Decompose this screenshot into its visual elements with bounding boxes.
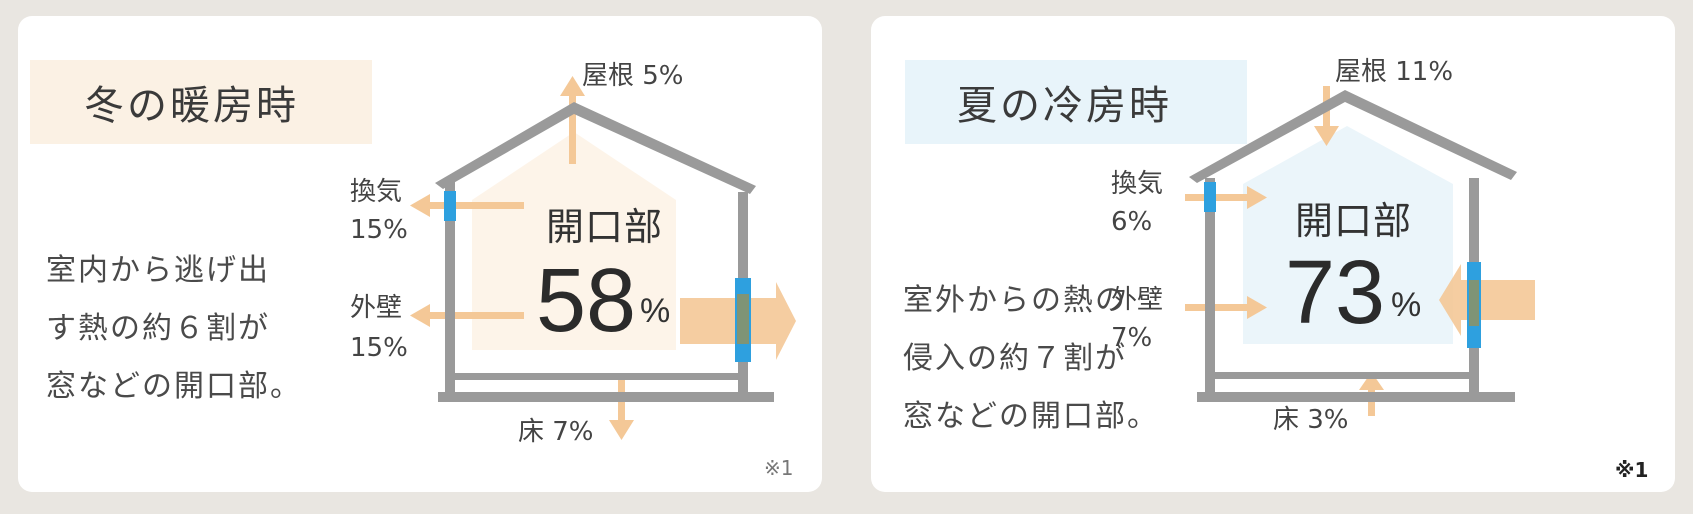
summer-percent-sign: % (1391, 286, 1422, 324)
summer-ground (1197, 392, 1515, 402)
winter-wall-value: 15% (350, 333, 408, 363)
summer-footnote: ※1 (1615, 458, 1649, 482)
winter-window-arrow (680, 282, 796, 360)
summer-wall-arrow (1185, 296, 1267, 319)
summer-floor-slab (1215, 372, 1469, 379)
summer-title: 夏の冷房時 (957, 83, 1172, 129)
winter-footnote: ※1 (764, 456, 794, 480)
winter-ground (438, 392, 774, 402)
summer-description-line: 窓などの開口部。 (903, 399, 1159, 434)
summer-roof-label: 屋根 11% (1335, 57, 1454, 87)
winter-house-interior (472, 132, 676, 350)
summer-title-box: 夏の冷房時 (905, 60, 1247, 144)
summer-ventilation-value: 6% (1111, 207, 1153, 237)
summer-description-line: 侵入の約７割が (903, 341, 1127, 376)
summer-window-glass (1469, 280, 1479, 326)
summer-description-line: 室外からの熱の (903, 283, 1127, 318)
summer-left-wall (1205, 178, 1215, 402)
summer-ventilation-name: 換気 (1111, 169, 1164, 199)
winter-roof-label: 屋根 5% (582, 61, 684, 91)
summer-description: 室外からの熱の 侵入の約７割が 窓などの開口部。 (903, 272, 1159, 446)
summer-opening-label: 開口部 (1295, 199, 1413, 243)
winter-description-line: す熱の約６割が (46, 311, 270, 346)
summer-wall-value: 7% (1111, 323, 1153, 353)
winter-vent-window (444, 191, 456, 221)
winter-roof-arrow (560, 76, 585, 164)
winter-wall-name: 外壁 (350, 293, 403, 323)
winter-description-line: 窓などの開口部。 (46, 369, 302, 404)
winter-ventilation-arrow (410, 194, 524, 217)
winter-opening-value: 58 (536, 251, 637, 351)
winter-opening-label: 開口部 (546, 205, 664, 249)
winter-description-line: 室内から逃げ出 (46, 253, 270, 288)
winter-percent-sign: % (640, 292, 671, 330)
winter-window-glass (737, 294, 749, 344)
winter-heating-card: 冬の暖房時 室内から逃げ出 す熱の約６割が 窓などの開口部。 (18, 16, 822, 492)
summer-wall-name: 外壁 (1111, 285, 1164, 315)
winter-ventilation-name: 換気 (350, 177, 403, 207)
summer-cooling-card: 夏の冷房時 室外からの熱の 侵入の約７割が 窓などの開口部。 (871, 16, 1675, 492)
summer-floor-label: 床 3% (1273, 405, 1349, 435)
winter-floor-label: 床 7% (518, 417, 594, 447)
winter-roof (435, 102, 756, 194)
winter-description: 室内から逃げ出 す熱の約６割が 窓などの開口部。 (46, 242, 302, 416)
summer-ventilation-arrow (1185, 186, 1267, 209)
winter-ventilation-value: 15% (350, 215, 408, 245)
winter-title-box: 冬の暖房時 (30, 60, 372, 144)
summer-opening-value: 73 (1285, 243, 1386, 343)
winter-floor-arrow (609, 378, 634, 440)
summer-house-diagram (1185, 86, 1535, 416)
summer-window-arrow (1439, 264, 1535, 336)
winter-title: 冬の暖房時 (84, 83, 299, 129)
summer-house-interior (1243, 126, 1453, 344)
winter-house-diagram (410, 76, 796, 440)
winter-wall-arrow (410, 304, 524, 327)
winter-floor-slab (455, 373, 738, 380)
summer-vent-window (1204, 182, 1216, 212)
winter-left-wall (445, 182, 455, 394)
